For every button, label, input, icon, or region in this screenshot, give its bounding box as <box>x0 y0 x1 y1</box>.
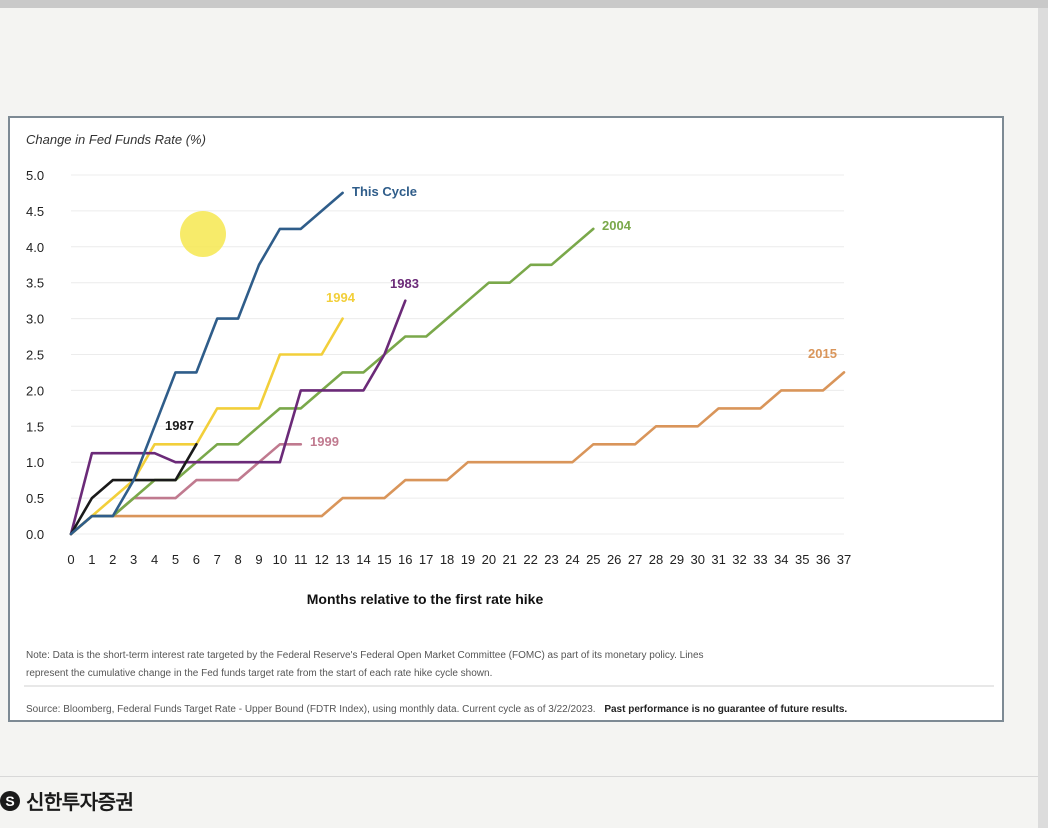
series-line-this-cycle <box>69 191 344 536</box>
chart-note: Note: Data is the short-term interest ra… <box>26 650 704 679</box>
series-label-2004: 2004 <box>602 218 632 233</box>
x-tick-label: 21 <box>502 552 516 567</box>
y-tick-label: 2.5 <box>26 348 44 363</box>
note-line: represent the cumulative change in the F… <box>26 668 492 679</box>
y-tick-label: 1.5 <box>26 419 44 434</box>
x-tick-label: 1 <box>88 552 95 567</box>
x-tick-label: 27 <box>628 552 642 567</box>
x-tick-label: 28 <box>649 552 663 567</box>
series-label-1999: 1999 <box>310 434 339 449</box>
series-line-2004 <box>69 227 595 536</box>
series-label-1994: 1994 <box>326 290 356 305</box>
x-tick-label: 24 <box>565 552 579 567</box>
x-tick-label: 7 <box>214 552 221 567</box>
series-line-1983 <box>69 299 407 536</box>
y-tick-label: 0.0 <box>26 527 44 542</box>
x-tick-label: 25 <box>586 552 600 567</box>
x-tick-label: 5 <box>172 552 179 567</box>
x-tick-label: 35 <box>795 552 809 567</box>
series-labels: 2015 1999 2004 1994 1983 1987 This Cycle <box>165 184 837 449</box>
series-label-2015: 2015 <box>808 346 837 361</box>
series-lines <box>69 191 846 536</box>
x-tick-label: 31 <box>711 552 725 567</box>
x-tick-label: 15 <box>377 552 391 567</box>
x-tick-label: 4 <box>151 552 158 567</box>
footer-divider-line <box>0 776 1038 777</box>
x-tick-label: 30 <box>691 552 705 567</box>
x-tick-label: 20 <box>482 552 496 567</box>
chart-panel: Change in Fed Funds Rate (%) 0.0 0.5 1.0 1.… <box>8 116 1004 722</box>
series-line-1994 <box>69 317 344 536</box>
x-tick-label: 16 <box>398 552 412 567</box>
chart-source: Source: Bloomberg, Federal Funds Target … <box>26 704 847 715</box>
disclaimer-text: Past performance is no guarantee of futu… <box>604 704 847 715</box>
x-tick-label: 6 <box>193 552 200 567</box>
y-tick-label: 3.0 <box>26 312 44 327</box>
y-tick-label: 0.5 <box>26 491 44 506</box>
y-tick-label: 4.5 <box>26 204 44 219</box>
x-tick-label: 22 <box>523 552 537 567</box>
window-top-bar <box>0 0 1048 8</box>
series-label-1987: 1987 <box>165 418 194 433</box>
y-tick-label: 1.0 <box>26 455 44 470</box>
x-axis-title: Months relative to the first rate hike <box>307 591 544 607</box>
x-tick-label: 18 <box>440 552 454 567</box>
series-line-1999 <box>69 443 303 536</box>
fed-funds-chart: Change in Fed Funds Rate (%) 0.0 0.5 1.0 1.… <box>24 132 994 715</box>
y-axis-title: Change in Fed Funds Rate (%) <box>26 132 206 147</box>
x-tick-label: 8 <box>235 552 242 567</box>
brand-name: 신한투자증권 <box>26 792 134 814</box>
y-tick-label: 4.0 <box>26 240 44 255</box>
x-tick-label: 11 <box>294 552 308 567</box>
brand-footer: S 신한투자증권 <box>0 786 134 815</box>
x-tick-label: 29 <box>670 552 684 567</box>
x-tick-labels: 0 1 2 3 4 5 6 7 8 9 10 11 12 13 14 15 16 17 18 19 20 21 22 23 24… <box>67 552 851 567</box>
x-tick-label: 33 <box>753 552 767 567</box>
scrollbar[interactable] <box>1038 8 1048 828</box>
shinhan-logo-icon: S <box>0 790 20 811</box>
x-tick-label: 19 <box>461 552 475 567</box>
y-tick-label: 2.0 <box>26 383 44 398</box>
x-tick-label: 0 <box>67 552 74 567</box>
x-tick-label: 32 <box>732 552 746 567</box>
series-label-this-cycle: This Cycle <box>352 184 417 199</box>
x-tick-label: 26 <box>607 552 621 567</box>
series-line-2015 <box>69 371 846 536</box>
x-tick-label: 34 <box>774 552 788 567</box>
cursor-highlight <box>180 211 226 257</box>
x-tick-label: 10 <box>273 552 287 567</box>
source-text: Source: Bloomberg, Federal Funds Target … <box>26 704 596 715</box>
x-tick-label: 17 <box>419 552 433 567</box>
x-tick-label: 37 <box>837 552 851 567</box>
y-tick-labels: 0.0 0.5 1.0 1.5 2.0 2.5 3.0 3.5 4.0 4.5 5.0 <box>26 168 44 542</box>
y-tick-label: 3.5 <box>26 276 44 291</box>
x-tick-label: 9 <box>255 552 262 567</box>
y-tick-label: 5.0 <box>26 168 44 183</box>
x-tick-label: 2 <box>109 552 116 567</box>
series-label-1983: 1983 <box>390 276 419 291</box>
x-tick-label: 12 <box>314 552 328 567</box>
x-tick-label: 14 <box>356 552 370 567</box>
x-tick-label: 3 <box>130 552 137 567</box>
x-tick-label: 23 <box>544 552 558 567</box>
x-tick-label: 13 <box>335 552 349 567</box>
note-line: Note: Data is the short-term interest ra… <box>26 650 704 661</box>
x-tick-label: 36 <box>816 552 830 567</box>
